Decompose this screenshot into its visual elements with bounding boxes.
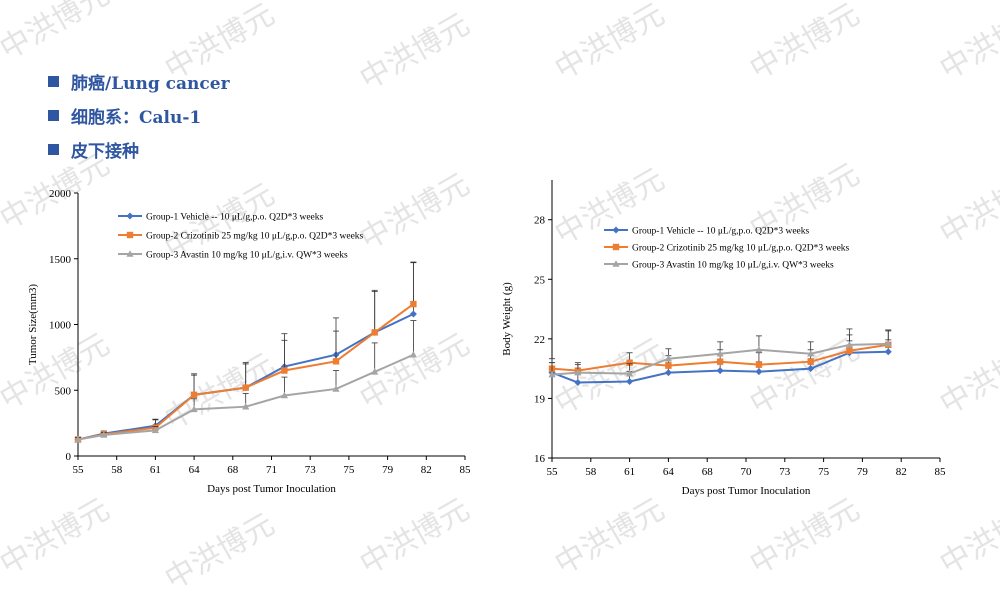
y-tick-label: 1500 (49, 254, 72, 266)
legend-marker (612, 260, 620, 267)
data-point (664, 354, 672, 362)
x-tick-label: 68 (702, 466, 714, 478)
data-point (755, 361, 763, 368)
data-point (74, 435, 82, 443)
x-tick-label: 75 (343, 464, 355, 476)
legend-label: Group-2 Crizotinib 25 mg/kg 10 μL/g,p.o.… (632, 244, 850, 254)
x-tick-label: 82 (896, 466, 907, 478)
x-tick-label: 85 (460, 464, 472, 476)
x-tick-label: 64 (189, 464, 201, 476)
data-point (371, 329, 378, 336)
data-point (371, 368, 379, 375)
legend-marker (612, 243, 620, 251)
x-axis-label: Days post Tumor Inoculation (682, 485, 811, 497)
tumor-size-chart: 0 500 1000 1500 2000 55 58 61 64 68 71 73 75 79 82 85 Da… (27, 188, 472, 495)
data-point (755, 368, 763, 376)
data-point (100, 431, 108, 438)
data-point (151, 426, 159, 434)
y-axis-label: Body Weight (g) (501, 282, 513, 356)
bullet-cell-line: 细胞系：Calu-1 (48, 98, 230, 132)
x-tick-label: 70 (741, 466, 753, 478)
y-tick-label: 19 (534, 393, 546, 405)
bullet-inoculation: 皮下接种 (48, 132, 230, 166)
x-tick-label: 82 (421, 464, 432, 476)
x-tick-label: 61 (624, 466, 635, 478)
y-tick-label: 1000 (49, 320, 72, 332)
x-tick-label: 73 (305, 464, 317, 476)
data-point (884, 340, 892, 347)
data-point (884, 348, 892, 356)
x-tick-label: 64 (663, 466, 675, 478)
legend-label: Group-2 Crizotinib 25 mg/kg 10 μL/g,p.o.… (146, 232, 364, 242)
y-tick-label: 2000 (49, 188, 72, 200)
legend-label: Group-3 Avastin 10 mg/kg 10 μL/g,i.v. QW… (632, 261, 834, 271)
data-point (626, 378, 634, 386)
bullet-square-icon (48, 143, 59, 155)
data-point (409, 350, 417, 358)
data-point (409, 310, 417, 318)
legend-marker (126, 231, 134, 239)
y-tick-label: 25 (534, 274, 546, 286)
y-tick-label: 22 (534, 334, 545, 346)
y-tick-label: 16 (534, 453, 546, 465)
data-point (242, 402, 250, 410)
bullet-text: 皮下接种 (71, 141, 139, 162)
legend-label: Group-1 Vehicle -- 10 μL/g,p.o. Q2D*3 we… (146, 213, 324, 223)
data-point (664, 369, 672, 377)
x-tick-label: 68 (227, 464, 239, 476)
data-point (626, 369, 634, 377)
data-point (846, 347, 853, 354)
data-point (755, 345, 763, 353)
x-tick-label: 55 (73, 464, 85, 476)
data-point (190, 405, 198, 413)
bullet-square-icon (48, 75, 59, 87)
legend-marker (126, 250, 134, 257)
data-point (410, 300, 417, 308)
x-tick-label: 73 (779, 466, 791, 478)
data-point (280, 391, 288, 399)
y-tick-label: 28 (534, 215, 546, 227)
bullet-text: 细胞系：Calu-1 (71, 107, 202, 128)
x-axis-label: Days post Tumor Inoculation (207, 483, 336, 495)
bullet-text: 肺癌/Lung cancer (71, 73, 230, 94)
data-point (807, 365, 815, 373)
data-point (548, 370, 556, 378)
data-point (716, 358, 724, 365)
x-tick-label: 85 (935, 466, 947, 478)
data-point (574, 368, 582, 376)
y-tick-label: 500 (55, 385, 72, 397)
data-point (242, 384, 249, 391)
x-tick-label: 75 (818, 466, 830, 478)
x-tick-label: 61 (150, 464, 161, 476)
body-weight-chart: 16 19 22 25 28 55 58 61 64 68 70 73 75 79 82 85 Days pos… (501, 180, 947, 497)
bullet-square-icon (48, 109, 59, 121)
bullet-cancer-type: 肺癌/Lung cancer (48, 64, 230, 98)
data-point (845, 341, 854, 348)
data-point (716, 367, 724, 375)
x-tick-label: 71 (266, 464, 277, 476)
y-tick-label: 0 (66, 451, 72, 463)
data-point (332, 358, 340, 365)
x-tick-label: 79 (382, 464, 394, 476)
legend-label: Group-1 Vehicle -- 10 μL/g,p.o. Q2D*3 we… (632, 227, 810, 237)
data-point (190, 391, 198, 399)
data-point (716, 349, 724, 357)
x-tick-label: 55 (547, 466, 559, 478)
data-point (332, 385, 340, 392)
y-axis-label: Tumor Size(mm3) (27, 284, 39, 366)
legend-marker (612, 226, 620, 234)
data-point (807, 358, 814, 365)
bullet-list: 肺癌/Lung cancer 细胞系：Calu-1 皮下接种 (48, 64, 230, 166)
x-tick-label: 79 (857, 466, 869, 478)
data-point (665, 362, 672, 369)
x-tick-label: 58 (111, 464, 123, 476)
data-point (807, 349, 815, 357)
legend-marker (126, 212, 134, 220)
data-point (281, 367, 288, 374)
data-point (574, 379, 582, 387)
x-tick-label: 58 (585, 466, 597, 478)
legend-label: Group-3 Avastin 10 mg/kg 10 μL/g,i.v. QW… (146, 251, 348, 261)
data-point (626, 359, 633, 366)
